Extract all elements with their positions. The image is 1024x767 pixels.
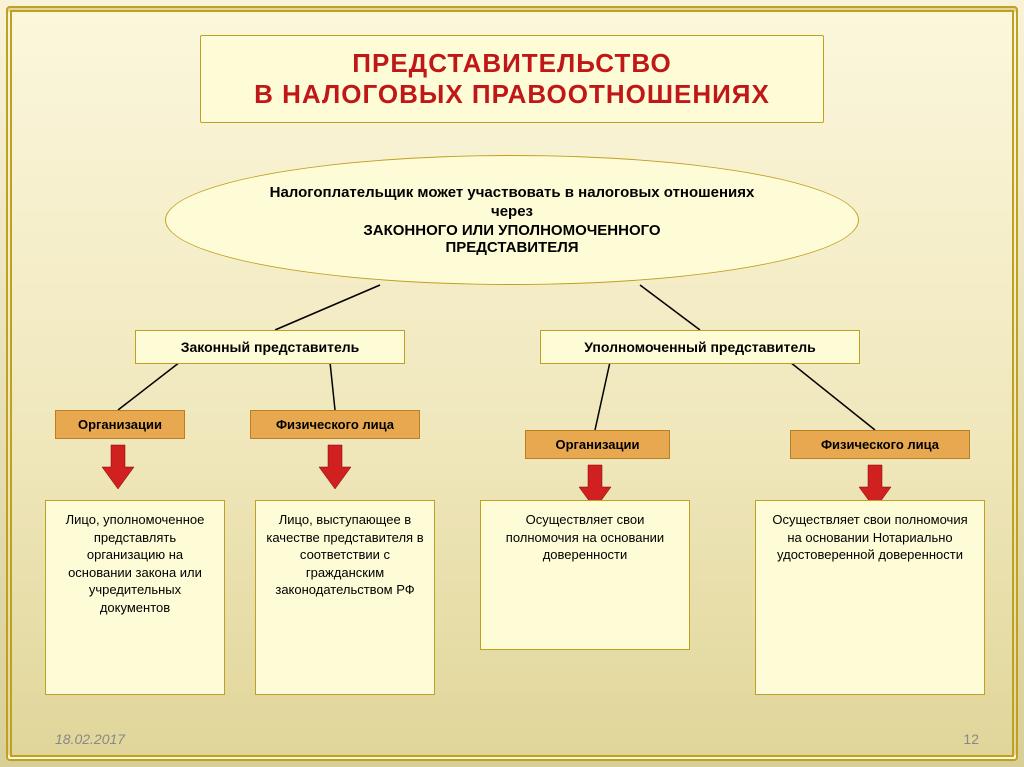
authorized-representative-box: Уполномоченный представитель: [540, 330, 860, 364]
desc-box-1: Лицо, уполномоченное представлять органи…: [45, 500, 225, 695]
oval-main: Налогоплательщик может участвовать в нал…: [165, 155, 859, 285]
legal-representative-box: Законный представитель: [135, 330, 405, 364]
title-line-1: ПРЕДСТАВИТЕЛЬСТВО: [221, 48, 803, 79]
desc-box-2: Лицо, выступающее в качестве представите…: [255, 500, 435, 695]
title-line-2: В НАЛОГОВЫХ ПРАВООТНОШЕНИЯХ: [221, 79, 803, 110]
oval-text-3: ЗАКОННОГО ИЛИ УПОЛНОМОЧЕННОГО: [363, 222, 660, 239]
slide-date: 18.02.2017: [55, 731, 125, 747]
org-box-legal: Организации: [55, 410, 185, 439]
oval-text-4: ПРЕДСТАВИТЕЛЯ: [445, 239, 578, 256]
desc-box-4: Осуществляет свои полномочия на основани…: [755, 500, 985, 695]
title-box: ПРЕДСТАВИТЕЛЬСТВО В НАЛОГОВЫХ ПРАВООТНОШ…: [200, 35, 824, 123]
phys-box-legal: Физического лица: [250, 410, 420, 439]
page-number: 12: [963, 731, 979, 747]
org-box-auth: Организации: [525, 430, 670, 459]
desc-box-3: Осуществляет свои полномочия на основани…: [480, 500, 690, 650]
oval-text-2: через: [491, 203, 533, 220]
phys-box-auth: Физического лица: [790, 430, 970, 459]
oval-text-1: Налогоплательщик может участвовать в нал…: [270, 184, 755, 201]
